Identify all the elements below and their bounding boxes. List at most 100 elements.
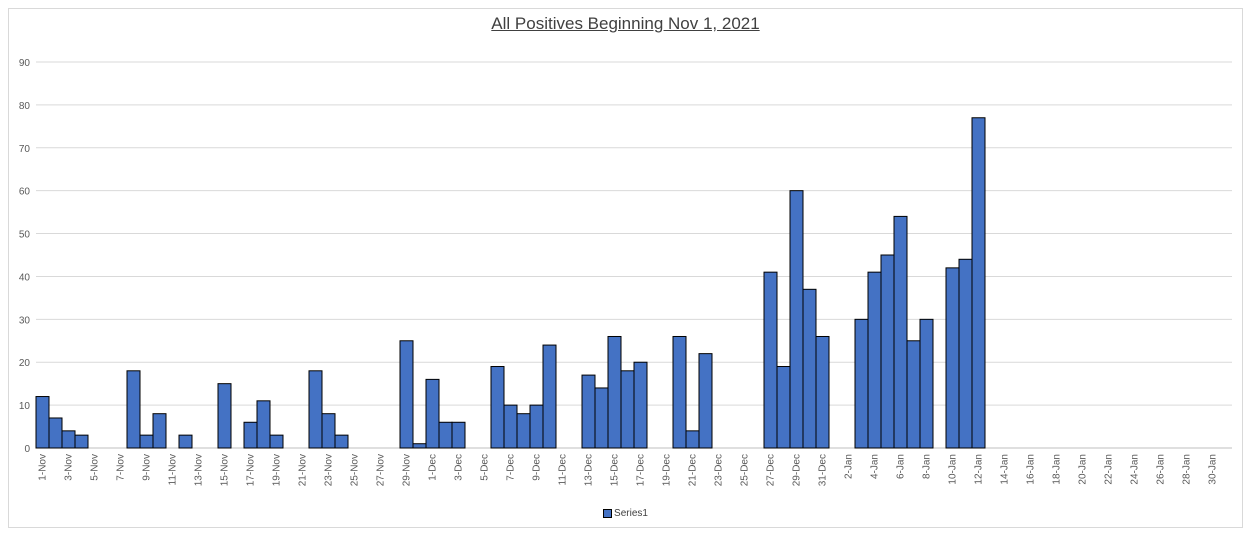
- bar-20-Dec: [672, 335, 687, 449]
- legend: Series1: [0, 508, 1251, 519]
- x-tick-label: 29-Dec: [792, 454, 803, 486]
- x-tick-label: 28-Jan: [1182, 454, 1193, 485]
- bar-10-Dec: [542, 344, 557, 449]
- bar-2-Dec: [438, 421, 453, 449]
- y-tick-label: 70: [19, 144, 31, 155]
- x-tick-label: 29-Nov: [402, 454, 413, 486]
- bar-6-Dec: [490, 366, 505, 449]
- x-tick-label: 7-Nov: [116, 454, 127, 481]
- x-tick-label: 14-Jan: [1000, 454, 1011, 485]
- x-tick-label: 4-Jan: [870, 454, 881, 479]
- bar-22-Nov: [308, 370, 323, 449]
- x-tick-label: 20-Jan: [1078, 454, 1089, 485]
- bar-8-Jan: [919, 318, 934, 449]
- bar-10-Jan: [945, 267, 960, 449]
- x-tick-label: 26-Jan: [1156, 454, 1167, 485]
- x-tick-label: 18-Jan: [1052, 454, 1063, 485]
- x-tick-label: 1-Dec: [428, 454, 439, 481]
- x-tick-label: 2-Jan: [844, 454, 855, 479]
- bar-6-Jan: [893, 215, 908, 449]
- bar-7-Jan: [906, 340, 921, 449]
- bar-12-Jan: [971, 117, 986, 449]
- bar-18-Nov: [256, 400, 271, 449]
- bar-8-Dec: [516, 413, 531, 449]
- bar-3-Jan: [854, 318, 869, 449]
- x-tick-label: 15-Nov: [220, 454, 231, 486]
- y-tick-label: 0: [24, 444, 30, 455]
- x-tick-label: 6-Jan: [896, 454, 907, 479]
- y-tick-label: 30: [19, 315, 31, 326]
- bar-11-Jan: [958, 258, 973, 449]
- x-tick-label: 1-Nov: [38, 454, 49, 481]
- bar-17-Nov: [243, 421, 258, 449]
- bar-17-Dec: [633, 361, 648, 449]
- x-tick-label: 21-Nov: [298, 454, 309, 486]
- bar-8-Nov: [126, 370, 141, 449]
- x-tick-label: 21-Dec: [688, 454, 699, 486]
- bar-29-Dec: [789, 190, 804, 449]
- x-tick-label: 11-Dec: [558, 454, 569, 486]
- bar-9-Nov: [139, 434, 154, 449]
- y-axis-ticks: 0 10 20 30 40 50 60 70 80 90: [19, 58, 31, 455]
- bar-23-Nov: [321, 413, 336, 449]
- x-tick-label: 15-Dec: [610, 454, 621, 486]
- x-tick-label: 22-Jan: [1104, 454, 1115, 485]
- x-tick-label: 24-Jan: [1130, 454, 1141, 485]
- x-tick-label: 10-Jan: [948, 454, 959, 485]
- y-tick-label: 10: [19, 401, 31, 412]
- x-tick-label: 3-Dec: [454, 454, 465, 481]
- x-tick-label: 27-Dec: [766, 454, 777, 486]
- bar-12-Nov: [178, 434, 193, 449]
- bar-1-Nov: [35, 396, 50, 449]
- bar-3-Nov: [61, 430, 76, 449]
- x-tick-label: 16-Jan: [1026, 454, 1037, 485]
- bar-7-Dec: [503, 404, 518, 449]
- bar-21-Dec: [685, 430, 700, 449]
- x-tick-label: 30-Jan: [1208, 454, 1219, 485]
- bar-31-Dec: [815, 335, 830, 449]
- legend-label: Series1: [614, 508, 648, 519]
- bar-22-Dec: [698, 353, 713, 449]
- bar-30-Nov: [412, 443, 427, 449]
- y-tick-label: 50: [19, 230, 31, 241]
- x-axis-ticks: 1-Nov 3-Nov 5-Nov 7-Nov 9-Nov 11-Nov 13-Nov 15-…: [38, 454, 1219, 486]
- y-tick-label: 20: [19, 358, 31, 369]
- x-tick-label: 7-Dec: [506, 454, 517, 481]
- bar-3-Dec: [451, 421, 466, 449]
- bar-1-Dec: [425, 378, 440, 449]
- bar-28-Dec: [776, 366, 791, 449]
- x-tick-label: 13-Nov: [194, 454, 205, 486]
- x-tick-label: 17-Dec: [636, 454, 647, 486]
- bar-24-Nov: [334, 434, 349, 449]
- bar-9-Dec: [529, 404, 544, 449]
- bar-2-Nov: [48, 417, 63, 449]
- bar-15-Nov: [217, 383, 232, 449]
- bar-10-Nov: [152, 413, 167, 449]
- x-tick-label: 5-Nov: [90, 454, 101, 481]
- bar-4-Nov: [74, 434, 89, 449]
- bar-19-Nov: [269, 434, 284, 449]
- bar-30-Dec: [802, 288, 817, 449]
- x-tick-label: 9-Nov: [142, 454, 153, 481]
- bar-4-Jan: [867, 271, 882, 449]
- x-tick-label: 31-Dec: [818, 454, 829, 486]
- y-tick-label: 90: [19, 58, 31, 69]
- x-tick-label: 13-Dec: [584, 454, 595, 486]
- y-tick-label: 60: [19, 187, 31, 198]
- chart-title: All Positives Beginning Nov 1, 2021: [491, 14, 760, 33]
- bars: [35, 117, 986, 449]
- bar-15-Dec: [607, 335, 622, 449]
- x-tick-label: 19-Dec: [662, 454, 673, 486]
- x-tick-label: 23-Nov: [324, 454, 335, 486]
- bar-13-Dec: [581, 374, 596, 449]
- x-tick-label: 8-Jan: [922, 454, 933, 479]
- x-tick-label: 5-Dec: [480, 454, 491, 481]
- x-tick-label: 25-Dec: [740, 454, 751, 486]
- x-tick-label: 12-Jan: [974, 454, 985, 485]
- bar-29-Nov: [399, 340, 414, 449]
- legend-swatch: [603, 509, 613, 518]
- x-tick-label: 27-Nov: [376, 454, 387, 486]
- x-tick-label: 3-Nov: [64, 454, 75, 481]
- x-tick-label: 23-Dec: [714, 454, 725, 486]
